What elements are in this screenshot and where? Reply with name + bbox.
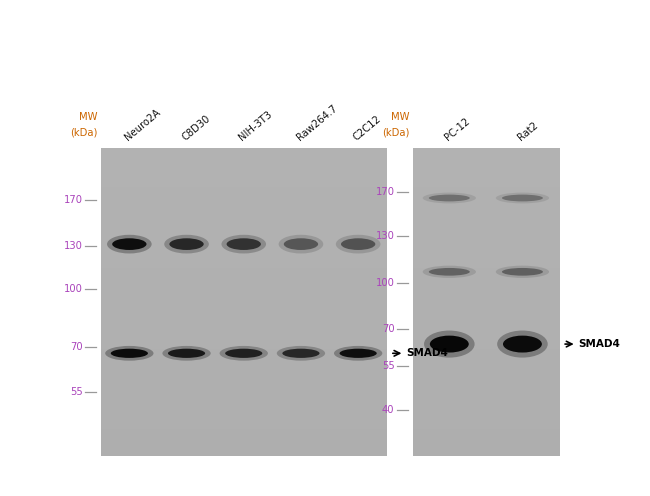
Ellipse shape — [162, 346, 211, 361]
Ellipse shape — [107, 235, 151, 253]
Ellipse shape — [112, 238, 146, 250]
Text: C8D30: C8D30 — [180, 114, 212, 143]
Text: MW: MW — [391, 112, 410, 122]
Text: 100: 100 — [376, 278, 395, 288]
Text: 55: 55 — [382, 361, 395, 371]
Text: 130: 130 — [376, 232, 395, 242]
Ellipse shape — [496, 192, 549, 203]
Ellipse shape — [334, 346, 382, 361]
Text: C2C12: C2C12 — [352, 114, 384, 143]
Text: Rat2: Rat2 — [516, 121, 540, 143]
Ellipse shape — [279, 235, 323, 253]
Ellipse shape — [170, 238, 203, 250]
Ellipse shape — [225, 349, 263, 358]
Ellipse shape — [502, 194, 543, 201]
Text: 70: 70 — [382, 324, 395, 334]
Ellipse shape — [222, 235, 266, 253]
Ellipse shape — [105, 346, 153, 361]
Ellipse shape — [339, 349, 377, 358]
Text: 170: 170 — [376, 187, 395, 197]
Text: MW: MW — [79, 112, 98, 122]
Ellipse shape — [227, 238, 261, 250]
Ellipse shape — [497, 330, 548, 358]
Ellipse shape — [341, 238, 375, 250]
Text: 40: 40 — [382, 405, 395, 415]
Text: (kDa): (kDa) — [382, 128, 410, 138]
Ellipse shape — [336, 235, 380, 253]
Ellipse shape — [277, 346, 325, 361]
Ellipse shape — [430, 336, 469, 353]
Text: Neuro2A: Neuro2A — [123, 108, 162, 143]
Ellipse shape — [502, 268, 543, 276]
Ellipse shape — [220, 346, 268, 361]
Text: PC-12: PC-12 — [443, 117, 472, 143]
Text: Raw264.7: Raw264.7 — [294, 103, 339, 143]
Ellipse shape — [164, 235, 209, 253]
Text: 100: 100 — [64, 284, 83, 294]
Ellipse shape — [422, 192, 476, 203]
Text: 55: 55 — [70, 387, 83, 397]
Text: 70: 70 — [70, 342, 83, 352]
Ellipse shape — [282, 349, 320, 358]
Ellipse shape — [168, 349, 205, 358]
Text: (kDa): (kDa) — [70, 128, 98, 138]
Text: SMAD4: SMAD4 — [406, 348, 448, 358]
Ellipse shape — [429, 194, 470, 201]
Ellipse shape — [503, 336, 542, 353]
Text: 170: 170 — [64, 194, 83, 204]
Ellipse shape — [424, 330, 474, 358]
Ellipse shape — [111, 349, 148, 358]
Text: NIH-3T3: NIH-3T3 — [237, 110, 274, 143]
Text: SMAD4: SMAD4 — [578, 339, 620, 349]
Text: 130: 130 — [64, 241, 83, 250]
Ellipse shape — [284, 238, 318, 250]
Ellipse shape — [496, 266, 549, 278]
Ellipse shape — [429, 268, 470, 276]
Ellipse shape — [422, 266, 476, 278]
